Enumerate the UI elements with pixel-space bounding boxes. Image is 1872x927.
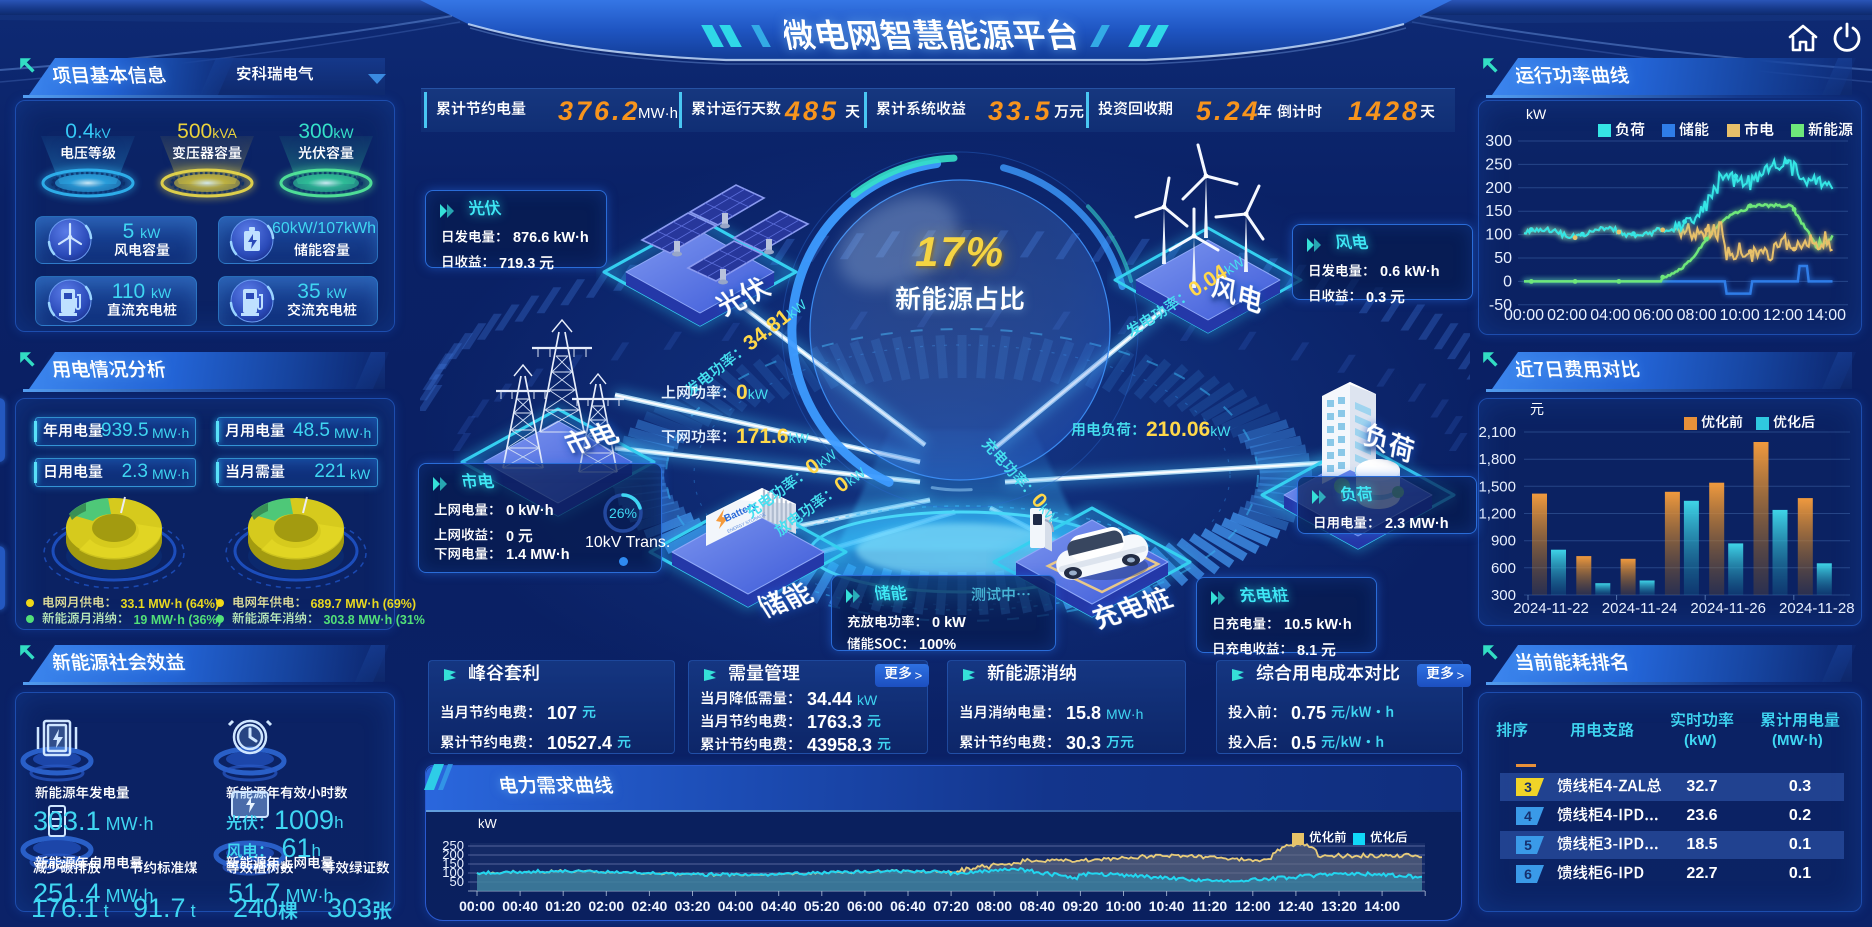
svg-text:元: 元 [1530,401,1544,417]
svg-text:300: 300 [1491,587,1516,604]
svg-text:00:40: 00:40 [502,898,538,914]
svg-text:00:00: 00:00 [1504,307,1544,324]
svg-text:300: 300 [1485,133,1512,150]
svg-text:12:40: 12:40 [1278,898,1314,914]
svg-text:04:00: 04:00 [1590,307,1630,324]
svg-text:05:20: 05:20 [804,898,840,914]
svg-text:2024-11-24: 2024-11-24 [1602,600,1678,617]
svg-text:1,200: 1,200 [1478,506,1516,523]
svg-text:26%: 26% [609,505,637,521]
svg-text:07:20: 07:20 [933,898,969,914]
svg-text:6: 6 [1524,866,1532,882]
svg-text:4: 4 [1524,808,1532,824]
svg-text:0: 0 [1503,273,1512,290]
svg-text:14:00: 14:00 [1806,307,1846,324]
svg-text:100: 100 [1485,227,1512,244]
svg-text:06:00: 06:00 [847,898,883,914]
svg-text:-50: -50 [1489,297,1512,314]
svg-text:02:00: 02:00 [1547,307,1587,324]
svg-text:04:40: 04:40 [761,898,797,914]
svg-text:02:00: 02:00 [588,898,624,914]
svg-text:50: 50 [1494,250,1512,267]
svg-text:12:00: 12:00 [1763,307,1803,324]
svg-text:200: 200 [1485,180,1512,197]
svg-text:250: 250 [442,838,464,853]
svg-text:5: 5 [1524,837,1532,853]
svg-text:900: 900 [1491,533,1516,550]
svg-text:1,500: 1,500 [1478,478,1516,495]
svg-text:50: 50 [450,874,464,889]
svg-text:kW: kW [1526,106,1547,122]
svg-text:00:00: 00:00 [459,898,495,914]
svg-text:150: 150 [1485,203,1512,220]
svg-text:14:00: 14:00 [1364,898,1400,914]
svg-text:01:20: 01:20 [545,898,581,914]
svg-text:150: 150 [442,856,464,871]
svg-text:3: 3 [1524,779,1532,795]
svg-text:2024-11-28: 2024-11-28 [1779,600,1855,617]
svg-text:10:00: 10:00 [1106,898,1142,914]
svg-text:08:40: 08:40 [1019,898,1055,914]
svg-text:06:40: 06:40 [890,898,926,914]
svg-text:kW: kW [478,816,498,831]
svg-text:10:40: 10:40 [1149,898,1185,914]
svg-text:2,100: 2,100 [1478,424,1516,441]
svg-text:2024-11-22: 2024-11-22 [1513,600,1589,617]
svg-text:04:00: 04:00 [718,898,754,914]
svg-text:03:20: 03:20 [675,898,711,914]
svg-text:06:00: 06:00 [1633,307,1673,324]
svg-text:08:00: 08:00 [1677,307,1717,324]
svg-text:09:20: 09:20 [1062,898,1098,914]
svg-text:11:20: 11:20 [1192,898,1227,914]
svg-text:1,800: 1,800 [1478,451,1516,468]
svg-text:10:00: 10:00 [1720,307,1760,324]
svg-text:600: 600 [1491,560,1516,577]
svg-text:08:00: 08:00 [976,898,1012,914]
svg-text:250: 250 [1485,156,1512,173]
svg-text:2024-11-26: 2024-11-26 [1690,600,1766,617]
svg-text:13:20: 13:20 [1321,898,1357,914]
svg-text:12:00: 12:00 [1235,898,1271,914]
svg-text:02:40: 02:40 [631,898,667,914]
svg-text:100: 100 [442,865,464,880]
svg-text:200: 200 [442,847,464,862]
